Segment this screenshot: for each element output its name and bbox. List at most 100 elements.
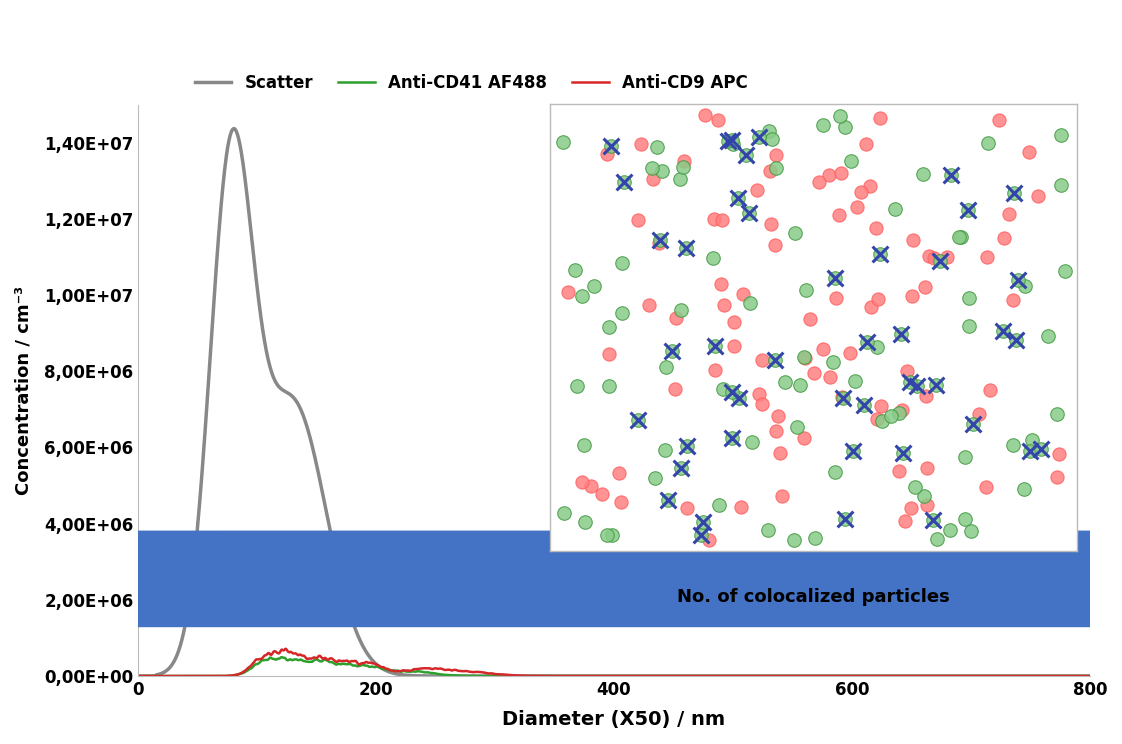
Point: [653, 164, 671, 176]
Point: [678, 440, 696, 452]
Scatter: [562, 672, 576, 681]
Point: [1017, 280, 1034, 292]
Point: [1050, 448, 1068, 460]
Point: [1021, 446, 1039, 458]
Point: [950, 231, 968, 243]
Point: [730, 391, 748, 403]
Point: [931, 255, 949, 267]
Point: [1006, 334, 1024, 346]
Point: [927, 379, 945, 391]
Anti-CD41 AF488: [619, 672, 633, 681]
Scatter: [303, 429, 316, 438]
Point: [787, 227, 804, 239]
Point: [862, 301, 880, 312]
Point: [904, 234, 922, 246]
Point: [892, 328, 910, 340]
Point: [842, 347, 859, 359]
Point: [810, 176, 828, 188]
Point: [692, 529, 710, 541]
Point: [882, 410, 900, 422]
Point: [723, 134, 741, 146]
Point: [600, 321, 618, 333]
Point: [871, 248, 889, 260]
Point: [1000, 208, 1018, 219]
Anti-CD9 APC: [1083, 672, 1096, 681]
Anti-CD41 AF488: [303, 658, 316, 667]
Point: [749, 131, 767, 143]
Point: [820, 371, 838, 382]
Point: [666, 312, 684, 324]
Point: [1032, 443, 1050, 455]
Point: [794, 351, 812, 363]
Point: [760, 125, 778, 137]
Point: [581, 480, 599, 492]
Point: [830, 209, 848, 221]
Point: [898, 365, 916, 376]
Point: [753, 354, 771, 366]
Point: [729, 192, 747, 204]
Point: [901, 376, 919, 388]
Anti-CD41 AF488: [149, 672, 163, 681]
Point: [920, 250, 938, 262]
Point: [739, 207, 757, 219]
Point: [894, 447, 912, 459]
Point: [753, 398, 771, 410]
Point: [902, 501, 920, 513]
Point: [873, 400, 891, 412]
Point: [785, 534, 803, 546]
Point: [857, 138, 875, 150]
Point: [560, 286, 578, 298]
X-axis label: Diameter (X50) / nm: Diameter (X50) / nm: [503, 710, 726, 729]
Point: [748, 184, 766, 196]
Point: [724, 385, 742, 397]
Point: [652, 234, 670, 246]
Point: [723, 134, 741, 146]
Point: [672, 462, 690, 474]
Point: [901, 376, 919, 388]
Point: [766, 354, 784, 366]
Point: [723, 432, 741, 443]
Point: [615, 176, 633, 188]
Line: Scatter: Scatter: [138, 129, 1089, 676]
Point: [956, 513, 974, 525]
Point: [712, 278, 730, 290]
Y-axis label: Concentration / cm⁻³: Concentration / cm⁻³: [15, 286, 33, 495]
Point: [672, 462, 690, 474]
Point: [969, 408, 987, 420]
Point: [953, 231, 971, 243]
Point: [730, 391, 748, 403]
Point: [795, 352, 813, 364]
Point: [763, 133, 781, 145]
Point: [554, 136, 572, 148]
Point: [925, 514, 942, 526]
Scatter: [131, 672, 145, 681]
Point: [710, 499, 728, 511]
Point: [794, 432, 812, 444]
Point: [994, 325, 1012, 337]
Point: [598, 148, 616, 160]
Point: [941, 525, 959, 536]
Point: [806, 533, 824, 545]
Point: [586, 280, 604, 292]
Point: [909, 380, 927, 392]
Point: [555, 507, 573, 519]
Anti-CD9 APC: [149, 672, 163, 681]
Point: [692, 529, 710, 541]
Point: [836, 121, 854, 133]
Point: [767, 426, 785, 437]
Point: [765, 240, 783, 251]
Point: [695, 516, 712, 528]
Point: [743, 436, 761, 448]
Point: [763, 218, 781, 230]
Point: [1048, 408, 1066, 420]
Point: [663, 344, 681, 356]
Point: [917, 391, 935, 403]
Point: [956, 451, 974, 463]
Anti-CD9 APC: [562, 672, 576, 681]
Point: [712, 214, 730, 225]
Point: [729, 192, 747, 204]
Point: [678, 440, 696, 452]
Point: [1032, 443, 1050, 455]
Point: [1021, 446, 1039, 458]
Point: [1009, 275, 1027, 286]
